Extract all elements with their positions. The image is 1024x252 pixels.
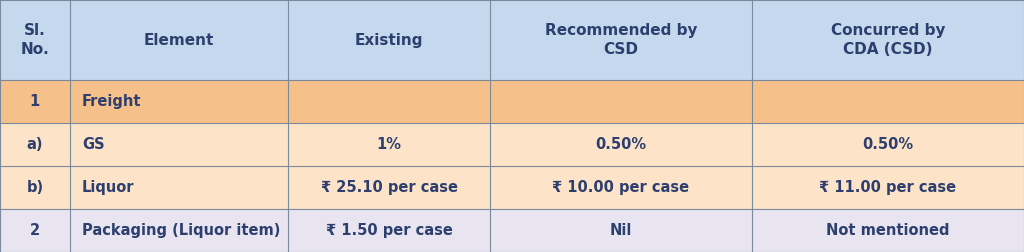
Text: Liquor: Liquor [82, 180, 134, 195]
Text: Freight: Freight [82, 94, 141, 109]
Bar [0, 123, 1024, 166]
Bar [0, 0, 1024, 80]
Text: Not mentioned: Not mentioned [826, 223, 949, 238]
Text: Element: Element [143, 33, 214, 48]
Text: ₹ 25.10 per case: ₹ 25.10 per case [321, 180, 458, 195]
Text: Nil: Nil [610, 223, 632, 238]
Text: ₹ 11.00 per case: ₹ 11.00 per case [819, 180, 956, 195]
Text: b): b) [27, 180, 43, 195]
Bar [0, 80, 1024, 123]
Text: 2: 2 [30, 223, 40, 238]
Text: a): a) [27, 137, 43, 152]
Text: Concurred by
CDA (CSD): Concurred by CDA (CSD) [830, 23, 945, 57]
Text: Sl.
No.: Sl. No. [20, 23, 49, 57]
Text: ₹ 1.50 per case: ₹ 1.50 per case [326, 223, 453, 238]
Text: 0.50%: 0.50% [862, 137, 913, 152]
Text: GS: GS [82, 137, 104, 152]
Bar [0, 166, 1024, 209]
Text: 1%: 1% [377, 137, 401, 152]
Text: Existing: Existing [355, 33, 423, 48]
Text: 1: 1 [30, 94, 40, 109]
Text: 0.50%: 0.50% [596, 137, 646, 152]
Text: Recommended by
CSD: Recommended by CSD [545, 23, 697, 57]
Text: Packaging (Liquor item): Packaging (Liquor item) [82, 223, 281, 238]
Text: ₹ 10.00 per case: ₹ 10.00 per case [553, 180, 689, 195]
Bar [0, 209, 1024, 252]
